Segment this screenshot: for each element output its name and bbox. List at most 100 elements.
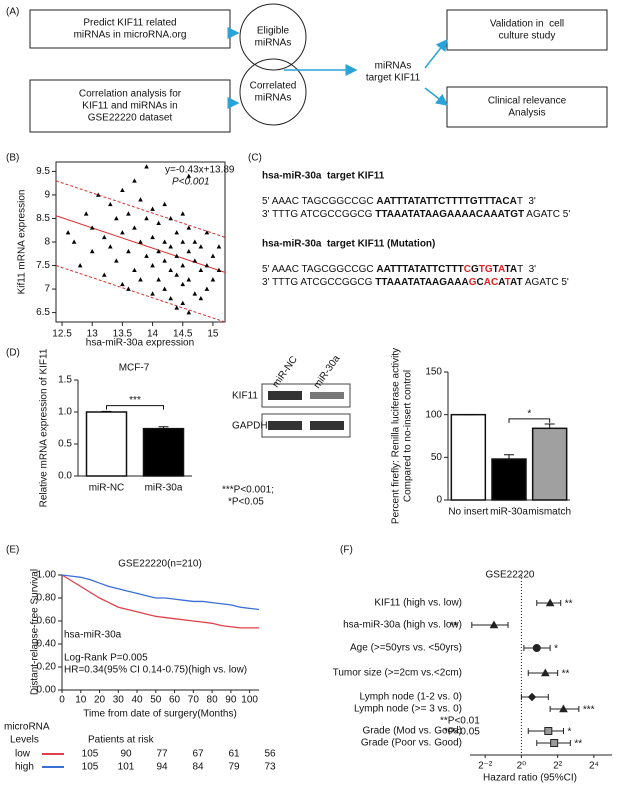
label: 8.5 bbox=[36, 213, 50, 224]
sig-bracket bbox=[508, 418, 551, 423]
label: ** bbox=[450, 621, 458, 632]
point bbox=[126, 211, 131, 216]
flow-arrow bbox=[424, 87, 449, 106]
sequence-segment: TTAAATATAAGAAA bbox=[375, 277, 469, 288]
label: Distant-relapse-free Survival bbox=[30, 569, 41, 695]
point bbox=[138, 277, 143, 282]
point bbox=[101, 272, 107, 277]
point bbox=[120, 187, 125, 193]
label: *** bbox=[583, 705, 595, 716]
label: Predict KIF11 related bbox=[83, 18, 176, 29]
western-blot bbox=[261, 383, 351, 438]
sequence-segment: AGATC 5' bbox=[523, 277, 569, 288]
label: Tumor size (>=2cm vs.<2cm) bbox=[333, 668, 462, 679]
sequence-segment: 3' TTTG ATCGCCGGCG bbox=[262, 209, 375, 220]
sequence-segment: T bbox=[493, 264, 499, 275]
label: GSE22220(n=210) bbox=[118, 559, 202, 570]
label: 0.0 bbox=[58, 471, 72, 482]
label: (B) bbox=[6, 153, 19, 164]
sequence-segment: AATTTATATTCTTT bbox=[376, 264, 463, 275]
point bbox=[216, 267, 222, 273]
label: Lymph node (1-2 vs. 0) bbox=[360, 692, 462, 703]
label: 105 bbox=[82, 749, 99, 760]
label: 0 bbox=[436, 495, 442, 506]
label: 0.00 bbox=[37, 685, 57, 696]
point bbox=[168, 267, 173, 273]
label: 105 bbox=[82, 762, 99, 773]
label: hsa-miR-30a expression bbox=[86, 338, 194, 349]
point bbox=[204, 286, 210, 291]
label: Clinical relevance bbox=[488, 96, 567, 107]
label: 0.60 bbox=[37, 616, 57, 627]
label: microRNA bbox=[4, 722, 50, 733]
label: 79 bbox=[228, 762, 240, 773]
label: 0.40 bbox=[37, 639, 57, 650]
label: 2⁴ bbox=[589, 761, 599, 772]
point bbox=[210, 253, 216, 258]
estimate-point bbox=[559, 704, 568, 713]
label: hsa-miR-30a bbox=[64, 630, 122, 641]
sequence-line: 3' TTTG ATCGCCGGCG TTAAATATAAGAAAGCACATA… bbox=[262, 277, 569, 288]
label: ** bbox=[562, 669, 570, 680]
point bbox=[150, 263, 155, 268]
label: high bbox=[15, 762, 34, 773]
label: hsa-miR-30a target KIF11 bbox=[262, 171, 385, 182]
label: Hazard ratio (95%CI) bbox=[483, 773, 577, 784]
label: *P<0.05 bbox=[228, 497, 264, 508]
label: P<0.001 bbox=[172, 177, 210, 188]
label: GSE22220 bbox=[486, 570, 535, 581]
point bbox=[192, 291, 198, 296]
bar bbox=[531, 427, 568, 501]
bar bbox=[142, 427, 185, 477]
sequence-segment: C bbox=[464, 264, 471, 275]
label: 90 bbox=[225, 695, 237, 706]
blot-frame bbox=[261, 413, 351, 438]
label: Correlation analysis for bbox=[79, 89, 182, 100]
label: MCF-7 bbox=[119, 363, 150, 374]
point bbox=[174, 230, 180, 235]
error-bar bbox=[544, 423, 555, 429]
point bbox=[144, 253, 149, 258]
sequence-segment: T 3' bbox=[517, 196, 536, 207]
label: 70 bbox=[188, 695, 200, 706]
point bbox=[186, 310, 192, 315]
point bbox=[216, 244, 222, 249]
label: Kif11 mRNA expression bbox=[17, 190, 28, 295]
point bbox=[108, 201, 113, 207]
point bbox=[120, 230, 125, 235]
label: 90 bbox=[120, 749, 132, 760]
survival-curve bbox=[61, 574, 259, 629]
sequence-segment: G bbox=[469, 277, 477, 288]
point bbox=[168, 215, 173, 221]
bar bbox=[85, 411, 128, 477]
flow-box bbox=[446, 86, 608, 128]
point bbox=[126, 286, 131, 291]
label: 100 bbox=[241, 695, 258, 706]
point bbox=[101, 234, 107, 240]
point bbox=[186, 277, 192, 282]
label: 0 bbox=[59, 695, 65, 706]
label: 80 bbox=[207, 695, 219, 706]
label: target KIF11 bbox=[366, 73, 421, 84]
error-bar bbox=[504, 454, 514, 460]
label: y=-0.43x+13.89 bbox=[165, 165, 235, 176]
point bbox=[198, 267, 204, 273]
label: culture study bbox=[499, 31, 556, 42]
label: miRNAs bbox=[375, 61, 412, 72]
point bbox=[156, 220, 161, 225]
label: 10 bbox=[75, 695, 87, 706]
label: *** bbox=[129, 395, 141, 406]
label: 150 bbox=[425, 367, 442, 378]
label: 67 bbox=[192, 749, 204, 760]
label: mismatch bbox=[528, 507, 571, 518]
point bbox=[71, 239, 77, 244]
blot-band bbox=[268, 391, 302, 400]
point bbox=[132, 225, 137, 230]
sequence-segment: A bbox=[498, 277, 505, 288]
point bbox=[186, 225, 192, 230]
estimate-point bbox=[550, 739, 559, 747]
label: Levels bbox=[10, 735, 39, 746]
label: 12.5 bbox=[52, 329, 72, 340]
label: hsa-miR-30a target KIF11 (Mutation) bbox=[262, 239, 435, 250]
